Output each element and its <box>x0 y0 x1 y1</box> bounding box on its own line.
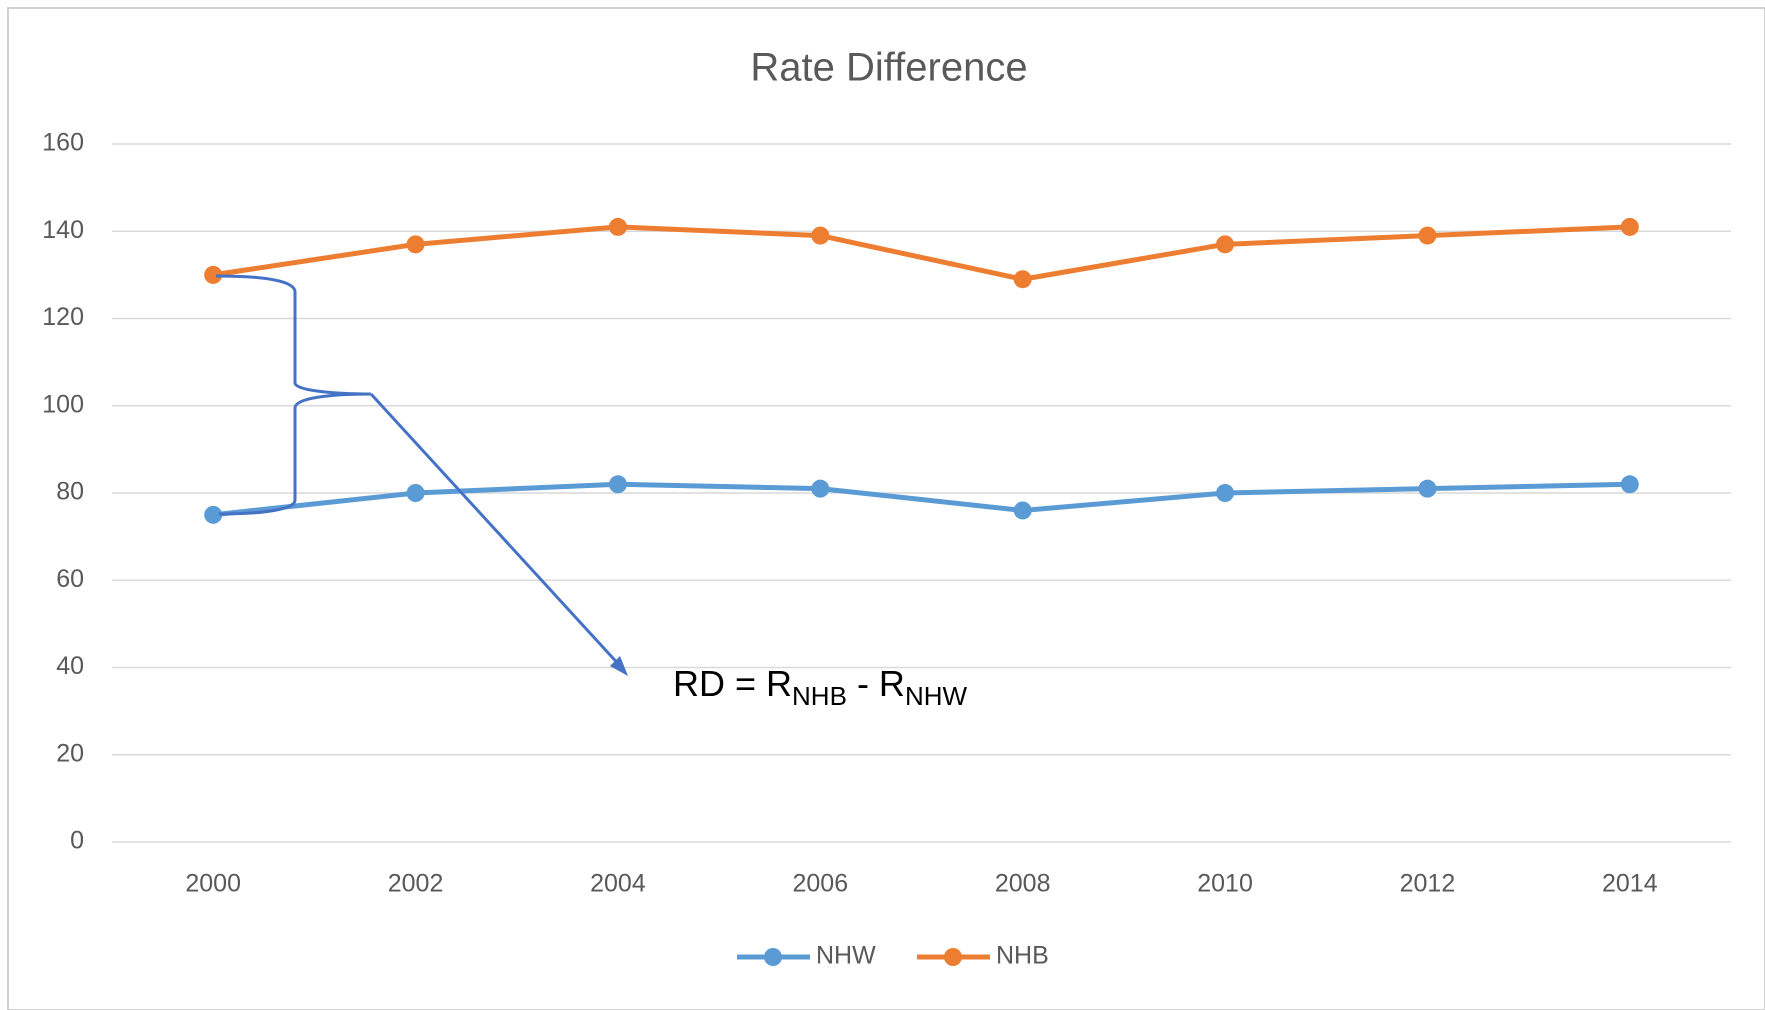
annotation-subscript: NHB <box>792 681 847 711</box>
legend-label: NHB <box>996 942 1049 970</box>
data-point <box>1418 226 1437 245</box>
y-tick-label: 20 <box>56 739 84 767</box>
data-point <box>1013 501 1032 520</box>
y-tick-label: 0 <box>70 827 84 855</box>
annotation-subscript: NHW <box>905 681 968 711</box>
data-point <box>1620 475 1639 494</box>
chart-title: Rate Difference <box>750 46 1027 90</box>
x-tick-label: 2000 <box>185 870 241 898</box>
data-point <box>608 475 627 494</box>
y-tick-label: 140 <box>42 216 84 244</box>
chart-border <box>7 7 1765 1010</box>
legend-marker <box>944 948 962 966</box>
y-tick-label: 100 <box>42 390 84 418</box>
x-tick-label: 2008 <box>995 870 1051 898</box>
data-point <box>1013 270 1032 289</box>
x-tick-label: 2012 <box>1400 870 1456 898</box>
series-line <box>212 224 1630 282</box>
plot-area: 0 20 40 60 80 100 120 140 160 2000 2002 2004 2006 200… <box>42 129 1731 970</box>
annotation-arrow <box>369 392 624 670</box>
data-point <box>1620 217 1639 236</box>
data-point <box>1418 479 1437 498</box>
legend-label: NHW <box>816 942 876 970</box>
x-tick-label: 2002 <box>388 870 444 898</box>
data-point <box>1216 235 1235 254</box>
y-tick-label: 60 <box>56 565 84 593</box>
y-tick-label: 80 <box>56 478 84 506</box>
bracket <box>215 274 372 516</box>
data-point <box>1216 484 1235 502</box>
annotation: RD = RNHB - RNHW <box>673 663 967 711</box>
x-tick-label: 2010 <box>1197 870 1253 898</box>
data-point <box>811 226 830 245</box>
data-point <box>406 484 425 502</box>
data-point <box>204 505 223 524</box>
y-tick-label: 160 <box>42 129 84 157</box>
x-tick-label: 2006 <box>793 870 849 898</box>
x-tick-label: 2004 <box>590 870 646 898</box>
annotation-text: - R <box>847 663 905 704</box>
data-point <box>811 479 830 498</box>
y-tick-label: 40 <box>56 652 84 680</box>
series-line <box>212 481 1630 518</box>
x-tick-label: 2014 <box>1602 870 1658 898</box>
annotation-text: RD = R <box>673 663 792 704</box>
legend-marker <box>764 948 782 966</box>
y-tick-label: 120 <box>42 303 84 331</box>
arrow-head <box>610 656 628 676</box>
data-point <box>204 265 223 284</box>
data-point <box>406 235 425 254</box>
data-point <box>608 217 627 236</box>
